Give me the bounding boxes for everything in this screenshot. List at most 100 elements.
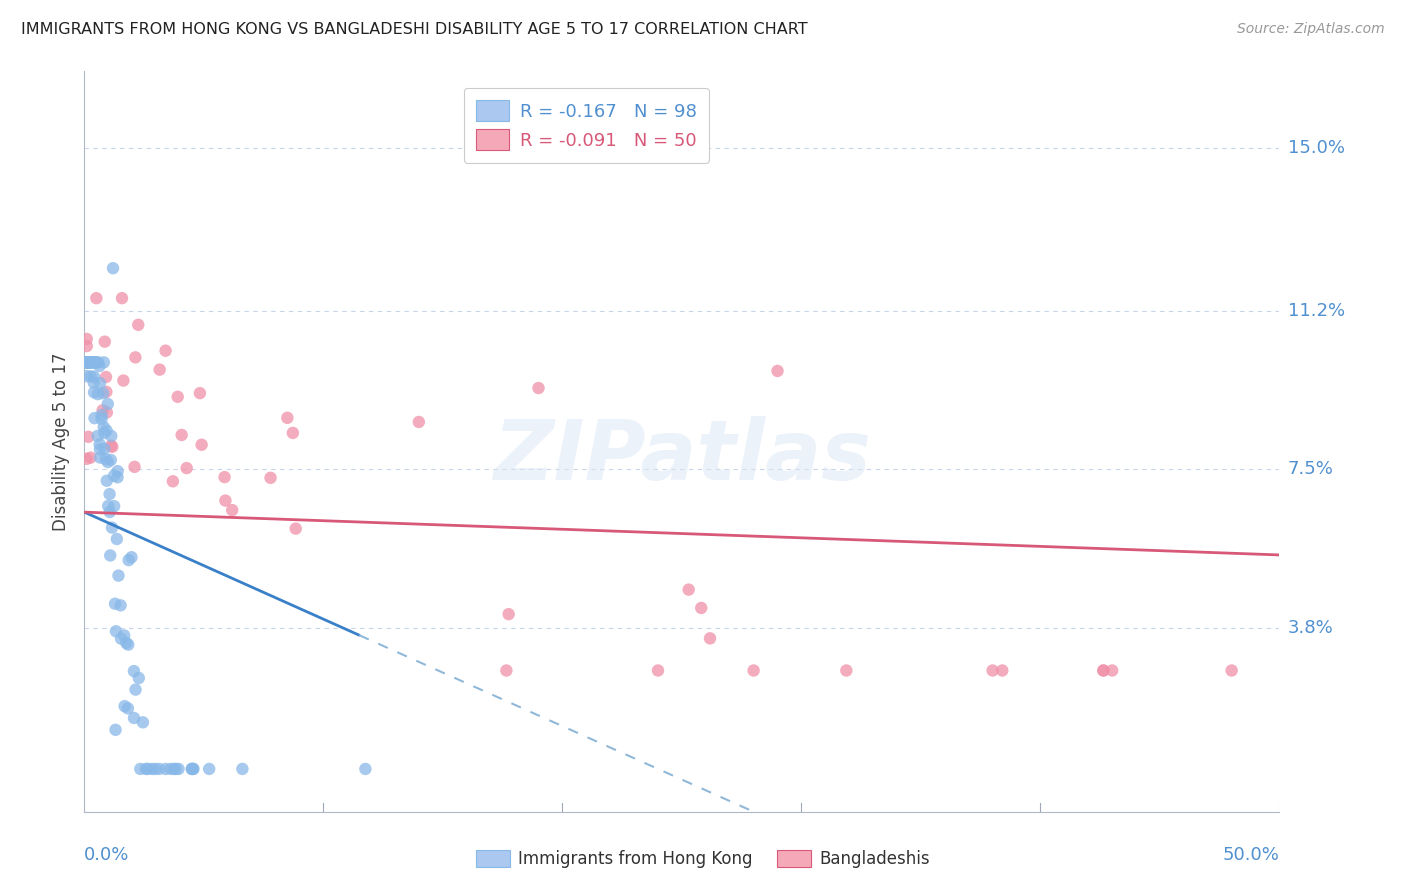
Point xyxy=(107,568,129,582)
Point xyxy=(127,318,149,332)
Point xyxy=(122,664,145,678)
Point xyxy=(121,550,143,565)
Point xyxy=(107,464,129,478)
Point xyxy=(93,420,115,434)
Point xyxy=(148,762,170,776)
Point xyxy=(101,440,124,454)
Point xyxy=(82,355,104,369)
Point xyxy=(110,599,132,613)
Point xyxy=(284,522,307,536)
Point xyxy=(111,291,134,305)
Point xyxy=(83,355,105,369)
Point xyxy=(82,355,104,369)
Point xyxy=(76,355,98,369)
Point xyxy=(89,442,111,457)
Point xyxy=(107,470,129,484)
Point xyxy=(991,664,1014,678)
Point xyxy=(94,370,117,384)
Point xyxy=(83,411,105,425)
Point xyxy=(76,355,98,369)
Point xyxy=(132,715,155,730)
Point xyxy=(96,384,118,399)
Legend: Immigrants from Hong Kong, Bangladeshis: Immigrants from Hong Kong, Bangladeshis xyxy=(470,843,936,875)
Point xyxy=(83,385,105,400)
Point xyxy=(122,711,145,725)
Point xyxy=(117,553,139,567)
Point xyxy=(1092,664,1115,678)
Point xyxy=(84,355,107,369)
Point xyxy=(101,261,124,276)
Point xyxy=(104,723,127,737)
Point xyxy=(276,410,298,425)
Text: 15.0%: 15.0% xyxy=(1288,139,1344,157)
Point xyxy=(214,493,236,508)
Point xyxy=(93,425,115,440)
Point xyxy=(79,355,101,369)
Point xyxy=(155,343,177,358)
Point xyxy=(77,355,100,369)
Point xyxy=(104,624,127,639)
Y-axis label: Disability Age 5 to 17: Disability Age 5 to 17 xyxy=(52,352,70,531)
Point xyxy=(76,355,98,369)
Point xyxy=(112,628,135,642)
Point xyxy=(93,442,115,456)
Point xyxy=(93,355,115,369)
Point xyxy=(354,762,377,776)
Point xyxy=(76,355,98,369)
Point xyxy=(124,682,146,697)
Point xyxy=(135,762,157,776)
Point xyxy=(214,470,236,484)
Point xyxy=(89,376,111,390)
Point xyxy=(84,355,107,369)
Point xyxy=(117,701,139,715)
Point xyxy=(104,597,127,611)
Point xyxy=(76,355,98,369)
Point xyxy=(86,291,108,305)
Point xyxy=(98,487,121,501)
Point xyxy=(76,332,98,346)
Point xyxy=(221,503,243,517)
Text: Source: ZipAtlas.com: Source: ZipAtlas.com xyxy=(1237,22,1385,37)
Point xyxy=(76,355,98,369)
Point xyxy=(163,762,186,776)
Point xyxy=(136,762,159,776)
Point xyxy=(86,355,108,369)
Point xyxy=(1220,664,1243,678)
Point xyxy=(190,438,212,452)
Point xyxy=(79,355,101,369)
Point xyxy=(170,428,193,442)
Point xyxy=(77,355,100,369)
Point xyxy=(100,439,122,453)
Point xyxy=(101,520,124,534)
Point xyxy=(128,671,150,685)
Point xyxy=(105,532,128,546)
Point xyxy=(83,369,105,384)
Point xyxy=(129,762,152,776)
Point xyxy=(94,452,117,467)
Point xyxy=(141,762,163,776)
Point xyxy=(115,636,138,650)
Point xyxy=(165,762,187,776)
Point xyxy=(183,762,205,776)
Point xyxy=(98,505,121,519)
Point xyxy=(162,475,184,489)
Point xyxy=(103,468,125,483)
Point xyxy=(79,355,101,369)
Point xyxy=(79,355,101,369)
Point xyxy=(112,374,135,388)
Point xyxy=(97,397,120,411)
Text: 11.2%: 11.2% xyxy=(1288,302,1346,320)
Point xyxy=(76,355,98,369)
Point xyxy=(495,664,517,678)
Point xyxy=(76,339,98,353)
Point xyxy=(742,664,765,678)
Point xyxy=(98,549,121,563)
Point xyxy=(80,369,103,384)
Point xyxy=(77,430,100,444)
Point xyxy=(647,664,669,678)
Point xyxy=(89,450,111,465)
Point xyxy=(155,762,177,776)
Point xyxy=(96,424,118,438)
Point xyxy=(259,471,281,485)
Text: ZIPatlas: ZIPatlas xyxy=(494,416,870,497)
